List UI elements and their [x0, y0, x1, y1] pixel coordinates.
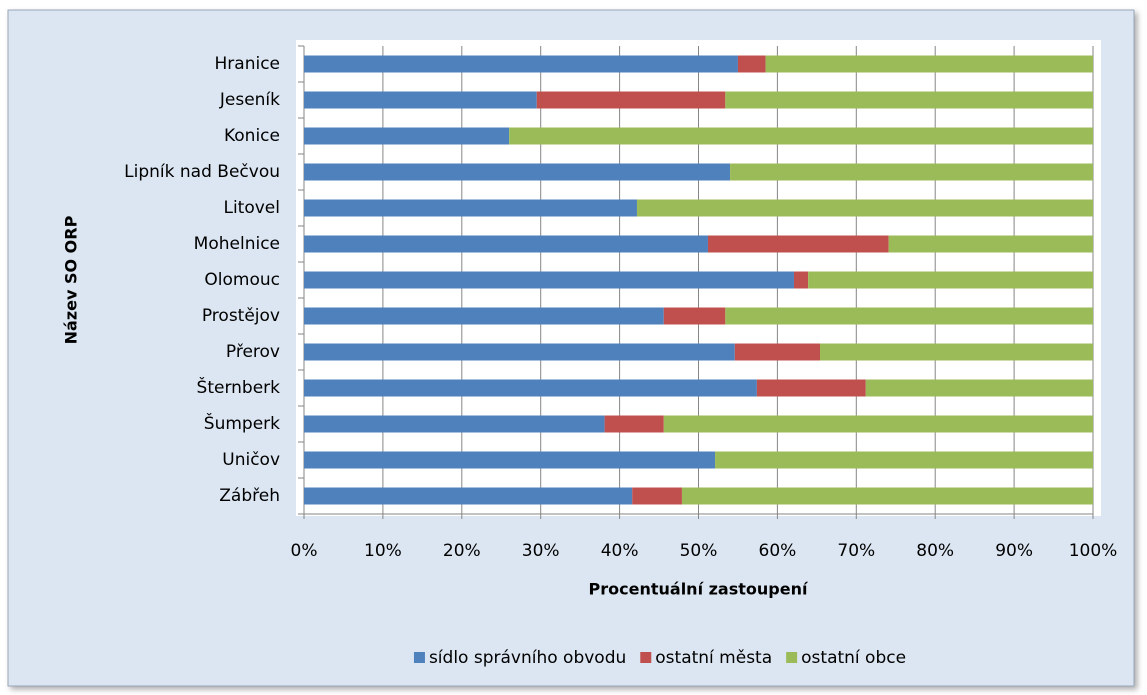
x-tick-label: 20%: [443, 541, 481, 561]
bar-segment: [725, 91, 1093, 109]
legend-label: ostatní obce: [801, 648, 906, 668]
x-axis-title: Procentuální zastoupení: [589, 580, 809, 599]
bar-segment: [632, 487, 682, 505]
bar-segment: [304, 199, 637, 217]
bar-segment: [730, 163, 1093, 181]
bar-segment: [734, 343, 821, 361]
y-tick-label: Hranice: [215, 54, 281, 74]
bar-segment: [304, 163, 731, 181]
x-tick-label: 60%: [759, 541, 797, 561]
legend-swatch: [786, 652, 798, 663]
y-tick-label: Šumperk: [204, 412, 280, 434]
legend-label: sídlo správního obvodu: [429, 648, 626, 668]
bar-segment: [663, 307, 726, 325]
x-tick-label: 100%: [1069, 541, 1118, 561]
bar-segment: [725, 307, 1093, 325]
y-axis-title: Název SO ORP: [62, 215, 81, 344]
bar-segment: [304, 415, 605, 433]
bar-segment: [304, 379, 757, 397]
y-tick-label: Šternberk: [197, 376, 281, 398]
bar-segment: [707, 235, 889, 253]
bar-segment: [304, 307, 664, 325]
x-tick-label: 40%: [601, 541, 639, 561]
bar-segment: [304, 343, 735, 361]
y-tick-label: Zábřeh: [219, 486, 280, 506]
y-tick-label: Jeseník: [219, 90, 280, 110]
bar-segment: [765, 55, 1093, 73]
bar-segment: [304, 235, 708, 253]
bar-segment: [737, 55, 766, 73]
bar-segment: [304, 127, 510, 145]
bar-segment: [304, 55, 738, 73]
y-tick-label: Přerov: [226, 342, 280, 362]
bar-segment: [304, 487, 633, 505]
y-tick-label: Mohelnice: [194, 234, 280, 254]
bar-segment: [663, 415, 1093, 433]
bar-segment: [636, 199, 1093, 217]
bar-segment: [681, 487, 1093, 505]
y-tick-label: Prostějov: [202, 306, 280, 326]
x-tick-label: 50%: [680, 541, 718, 561]
y-tick-label: Litovel: [223, 198, 280, 218]
bar-segment: [509, 127, 1093, 145]
x-tick-label: 70%: [837, 541, 875, 561]
x-tick-label: 80%: [916, 541, 954, 561]
x-tick-label: 90%: [995, 541, 1033, 561]
bar-segment: [304, 271, 794, 289]
x-tick-label: 10%: [364, 541, 402, 561]
legend-swatch: [640, 652, 652, 663]
bar-segment: [808, 271, 1093, 289]
legend-label: ostatní města: [655, 648, 772, 668]
bar-segment: [888, 235, 1093, 253]
bar-segment: [536, 91, 726, 109]
x-tick-label: 0%: [291, 541, 318, 561]
y-tick-label: Konice: [224, 126, 280, 146]
bar-segment: [604, 415, 664, 433]
bar-segment: [756, 379, 866, 397]
bar-segment: [304, 91, 537, 109]
bar-segment: [820, 343, 1093, 361]
y-tick-label: Uničov: [222, 450, 280, 470]
bar-segment: [793, 271, 809, 289]
y-tick-label: Olomouc: [204, 270, 280, 290]
bar-segment: [304, 451, 716, 469]
y-tick-label: Lipník nad Bečvou: [124, 162, 280, 182]
legend-swatch: [413, 652, 425, 663]
bar-segment: [865, 379, 1093, 397]
x-tick-label: 30%: [522, 541, 560, 561]
bar-segment: [715, 451, 1093, 469]
